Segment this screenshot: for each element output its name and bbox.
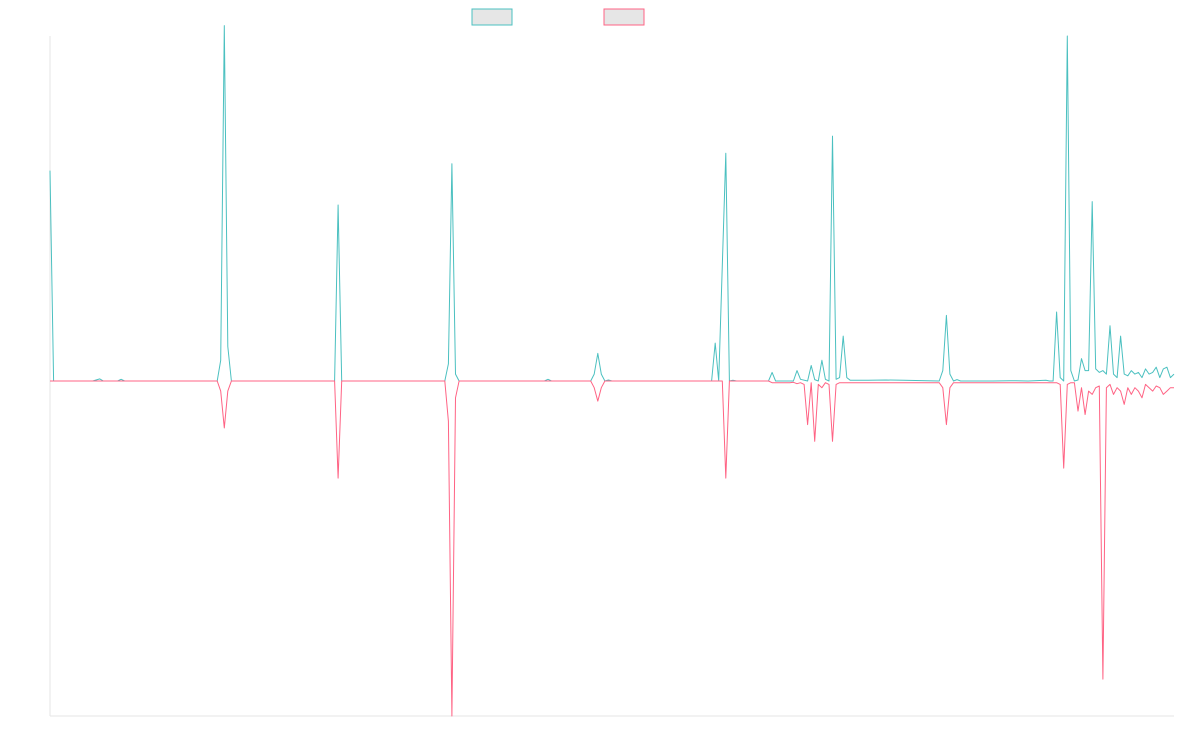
legend-swatch-series-1[interactable]	[471, 8, 513, 26]
series-group	[49, 25, 1175, 717]
legend-swatch-series-2[interactable]	[603, 8, 645, 26]
series-line-1	[49, 25, 1175, 382]
series-line-2	[50, 380, 1174, 717]
legend	[471, 8, 645, 26]
